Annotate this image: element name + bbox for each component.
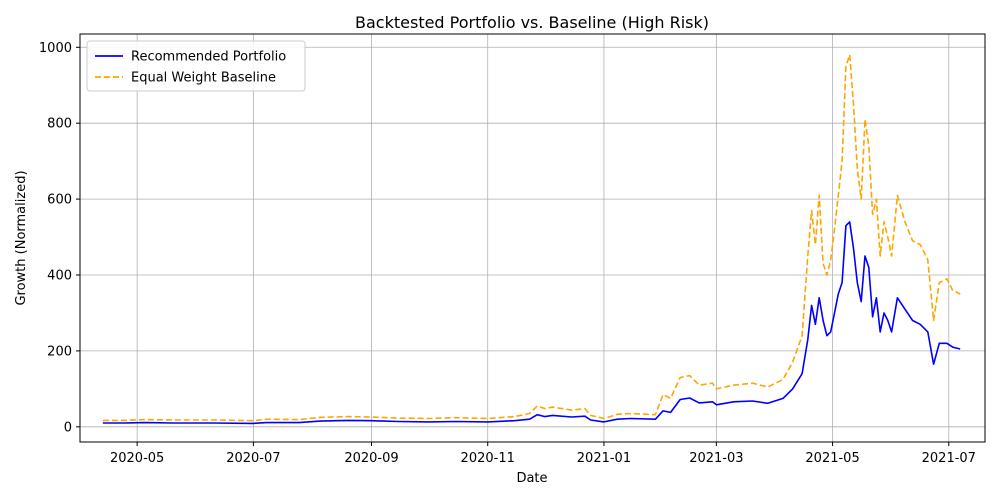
series-layer xyxy=(102,54,961,425)
x-tick-label: 2021-07 xyxy=(922,451,976,466)
x-tick-label: 2021-05 xyxy=(805,451,859,466)
y-tick-label: 400 xyxy=(47,269,72,284)
y-tick-label: 200 xyxy=(47,344,72,359)
y-tick-label: 800 xyxy=(47,117,72,132)
y-tick-label: 0 xyxy=(64,420,72,435)
x-axis: 2020-05 2020-07 2020-09 2020-11 2021-01 2021-… xyxy=(110,442,976,466)
y-axis: 0 200 400 600 800 1000 xyxy=(39,41,80,435)
x-tick-label: 2020-11 xyxy=(461,451,515,466)
x-tick-label: 2020-07 xyxy=(226,451,280,466)
legend-label-2: Equal Weight Baseline xyxy=(131,71,276,86)
plot-frame xyxy=(79,33,986,443)
series-line-1 xyxy=(102,221,961,425)
x-tick-label: 2021-03 xyxy=(689,451,743,466)
x-axis-label: Date xyxy=(516,471,547,486)
y-tick-label: 600 xyxy=(47,193,72,208)
grid xyxy=(80,34,985,442)
y-tick-label: 1000 xyxy=(39,41,72,56)
x-tick-label: 2020-05 xyxy=(110,451,164,466)
y-axis-label: Growth (Normalized) xyxy=(14,170,29,305)
x-tick-label: 2021-01 xyxy=(577,451,631,466)
legend: Recommended Portfolio Equal Weight Baseli… xyxy=(86,40,306,92)
series-line-2 xyxy=(102,54,961,422)
chart-title: Backtested Portfolio vs. Baseline (High … xyxy=(355,13,709,32)
legend-label-1: Recommended Portfolio xyxy=(131,50,286,65)
x-tick-label: 2020-09 xyxy=(344,451,398,466)
legend-box xyxy=(86,40,306,92)
